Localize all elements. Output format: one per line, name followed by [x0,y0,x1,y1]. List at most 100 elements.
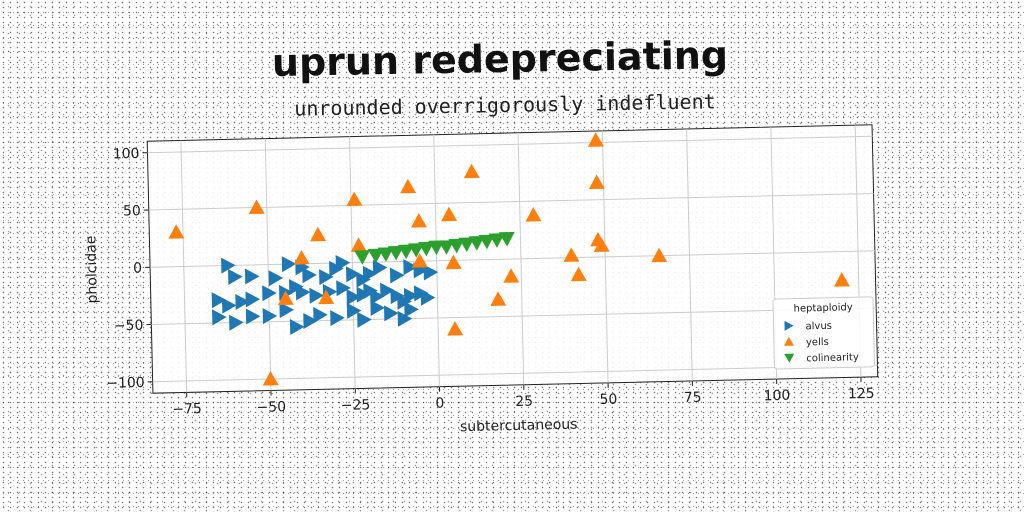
scatter-point-colinearity [397,244,414,260]
scatter-point-yells [490,291,507,307]
scatter-point-alvus [330,310,345,327]
chart-title: uprun redepreciating [272,33,729,85]
legend-marker-yells [784,336,795,346]
grid [147,125,878,393]
scatter-point-alvus [289,319,305,336]
scatter-point-yells [503,268,520,283]
scatter-point-yells [277,290,294,306]
scatter-point-alvus [229,314,244,331]
scatter-point-alvus [302,267,317,284]
scatter-point-colinearity [407,243,424,258]
scatter-point-yells [588,174,605,190]
x-tick-label: 100 [763,388,790,405]
scatter-point-yells [445,254,462,270]
scatter-point-yells [318,289,335,305]
x-tick-label: 0 [435,396,444,412]
y-grid-line [148,193,874,211]
y-grid-line [151,307,877,325]
scatter-point-alvus [262,308,278,325]
x-tick-label: −75 [172,401,202,418]
scatter-point-alvus [404,301,419,318]
scatter-point-colinearity [377,247,394,262]
scatter-point-colinearity [448,238,465,254]
scatter-point-alvus [420,289,436,306]
scatter-point-colinearity [478,234,495,250]
y-grid-line [150,250,875,268]
scatter-point-yells [593,237,610,253]
legend-label-colinearity: colinearity [806,352,859,364]
scatter-point-alvus [295,284,311,301]
y-grid-line [147,135,873,154]
scatter-point-alvus [380,282,395,299]
scatter-point-yells [563,247,580,262]
legend: heptaploidy alvus yells colinearity [772,296,875,370]
scatter-point-alvus [403,287,419,304]
scatter-point-alvus [336,280,351,297]
scatter-point-colinearity [458,237,475,253]
scatter-point-colinearity [498,231,515,247]
scatter-point-alvus [211,292,227,309]
scatter-point-alvus [245,308,261,325]
x-tick-label: 25 [515,394,533,410]
scatter-point-yells [441,206,458,222]
y-tick-label: −100 [106,375,145,392]
scatter-point-alvus [389,267,405,284]
scatter-point-yells [248,199,265,215]
scatter-point-colinearity [367,248,384,264]
scatter-point-yells [587,132,604,147]
x-tick-label: −25 [341,397,371,414]
scatter-point-alvus [319,269,334,286]
scatter-point-alvus [372,259,388,276]
scatter-point-alvus [279,302,294,319]
scatter-point-alvus [357,311,372,328]
scatter-point-yells [525,207,542,222]
scatter-point-alvus [345,266,361,283]
scatter-point-alvus [346,289,362,306]
legend-marker-colinearity [784,353,795,363]
scatter-point-yells [651,247,668,263]
y-tick-label: −50 [114,318,144,335]
scatter-point-alvus [309,287,324,304]
x-tick-label: 75 [684,390,702,406]
scatter-point-alvus [262,285,277,302]
scatter-point-alvus [235,293,250,310]
y-axis-label: pholcidae [83,235,101,303]
scatter-point-yells [411,213,428,228]
scatter-point-alvus [221,297,237,314]
axis-ticks: −75 −50 −25 0 25 50 75 100 125 −100 −50 0 50 100 [106,146,875,418]
scatter-point-alvus [212,309,227,326]
scatter-point-alvus [370,288,385,305]
chart-subtitle: unrounded overrigorously indefluent [294,89,716,120]
scatter-point-alvus [397,310,413,327]
scatter-point-alvus [313,307,328,324]
x-axis-label: subtercutaneous [460,417,578,436]
scatter-point-yells [293,250,310,265]
scatter-point-alvus [281,256,297,273]
scatter-point-yells [262,371,279,386]
scatter-point-colinearity [468,236,485,251]
scatter-point-yells [411,253,428,268]
scatter-point-yells [346,191,363,207]
scatter-point-colinearity [488,233,505,248]
scatter-point-alvus [383,305,399,322]
legend-title: heptaploidy [793,302,852,314]
legend-box [772,296,875,370]
scatter-point-alvus [403,259,418,276]
scatter-point-colinearity [418,241,435,257]
scatter-point-yells [400,178,417,194]
y-tick-label: 100 [113,146,140,163]
y-tick-label: 0 [133,260,142,276]
scatter-point-yells [168,224,185,239]
scatter-point-alvus [245,291,261,308]
scatter-point-alvus [346,302,362,319]
scatter-point-alvus [370,300,385,317]
scatter-point-alvus [244,268,260,285]
scatter-point-yells [350,237,367,252]
scatter-point-alvus [335,254,351,271]
data-marks [168,132,850,386]
scatter-point-alvus [221,257,236,274]
scatter-point-colinearity [354,250,371,265]
scatter-point-yells [833,272,850,287]
scatter-point-colinearity [428,240,445,256]
